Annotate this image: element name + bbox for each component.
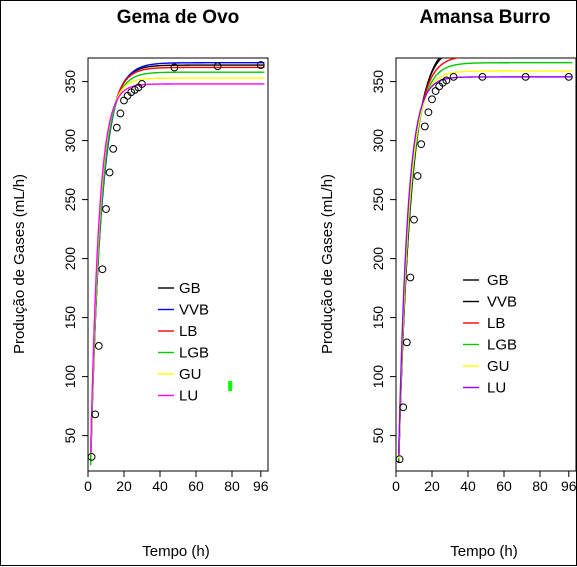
- x-axis-label: Tempo (h): [450, 543, 518, 560]
- legend-label: LU: [179, 388, 198, 405]
- y-axis-label: Produção de Gases (mL/h): [319, 174, 336, 354]
- legend-label: GB: [487, 272, 509, 289]
- x-tick-label: 96: [561, 478, 577, 494]
- observed-point: [395, 455, 404, 464]
- plot-area: [395, 57, 577, 472]
- observed-point: [424, 108, 433, 117]
- y-tick-label: 350: [370, 70, 386, 94]
- y-tick-label: 250: [62, 188, 78, 212]
- observed-point: [417, 140, 426, 149]
- y-axis-label: Produção de Gases (mL/h): [11, 174, 28, 354]
- legend-label: GB: [179, 280, 201, 297]
- x-tick-label: 20: [116, 478, 132, 494]
- series-line-lgb: [398, 62, 573, 461]
- legend-label: LB: [179, 323, 197, 340]
- x-tick-label: 0: [84, 478, 92, 494]
- x-tick-label: 80: [224, 478, 240, 494]
- observed-point: [521, 72, 530, 81]
- observed-point: [428, 95, 436, 104]
- observed-point: [94, 342, 103, 350]
- observed-point: [410, 215, 418, 224]
- observed-point: [105, 168, 114, 177]
- legend-label: LB: [487, 315, 505, 332]
- observed-point: [120, 96, 128, 105]
- x-axis-label: Tempo (h): [142, 543, 210, 560]
- observed-point: [170, 63, 179, 72]
- series-line-vvb: [90, 62, 265, 449]
- y-tick-label: 200: [370, 247, 386, 271]
- x-tick-label: 60: [496, 478, 512, 494]
- x-tick-label: 60: [188, 478, 204, 494]
- observed-point: [406, 273, 415, 282]
- observed-point: [431, 87, 440, 95]
- observed-point: [138, 80, 146, 88]
- legend-label: VVB: [179, 302, 209, 319]
- x-tick-label: 80: [532, 478, 548, 494]
- x-tick-label: 0: [392, 478, 400, 494]
- legend-label: VVB: [487, 294, 517, 311]
- observed-point: [564, 72, 573, 81]
- series-line-lu: [90, 83, 265, 453]
- plot-area: [87, 57, 269, 472]
- observed-point: [256, 61, 265, 69]
- observed-point: [449, 72, 458, 81]
- series-line-lu: [398, 76, 573, 455]
- observed-point: [399, 403, 408, 412]
- legend-label: GU: [487, 358, 510, 375]
- y-tick-label: 200: [62, 247, 78, 271]
- legend-marker: [228, 381, 233, 392]
- observed-point: [116, 109, 125, 118]
- series-line-gu: [90, 77, 265, 455]
- observed-point: [442, 76, 451, 85]
- series-line-gb: [398, 58, 443, 463]
- x-tick-label: 20: [424, 478, 440, 494]
- observed-point: [478, 72, 487, 81]
- y-tick-label: 250: [370, 188, 386, 212]
- observed-point: [420, 122, 429, 131]
- y-tick-label: 350: [62, 70, 78, 94]
- y-tick-label: 50: [62, 428, 78, 444]
- chart-title: Gema de Ovo: [117, 7, 240, 28]
- legend-label: LU: [487, 380, 506, 397]
- observed-point: [413, 172, 422, 180]
- observed-point: [402, 338, 411, 347]
- series-line-vvb: [398, 58, 441, 453]
- observed-point: [98, 265, 107, 274]
- legend-label: LGB: [487, 337, 517, 354]
- chart-title: Amansa Burro: [420, 7, 551, 28]
- observed-point: [112, 123, 121, 132]
- legend-label: GU: [179, 366, 202, 383]
- series-line-gu: [398, 70, 573, 459]
- y-tick-label: 300: [370, 129, 386, 153]
- y-tick-label: 100: [62, 365, 78, 389]
- x-tick-label: 96: [253, 478, 269, 494]
- series-line-lb: [398, 58, 461, 461]
- x-tick-label: 40: [152, 478, 168, 494]
- observed-point: [87, 452, 96, 461]
- y-tick-label: 150: [370, 306, 386, 330]
- observed-point: [102, 205, 110, 213]
- y-tick-label: 150: [62, 306, 78, 330]
- observed-point: [213, 62, 222, 71]
- legend-label: LGB: [179, 345, 209, 362]
- observed-point: [109, 144, 118, 153]
- y-tick-label: 100: [370, 365, 386, 389]
- x-tick-label: 40: [460, 478, 476, 494]
- y-tick-label: 300: [62, 129, 78, 153]
- series-line-lb: [90, 66, 265, 459]
- observed-point: [91, 410, 100, 419]
- y-tick-label: 50: [370, 428, 386, 444]
